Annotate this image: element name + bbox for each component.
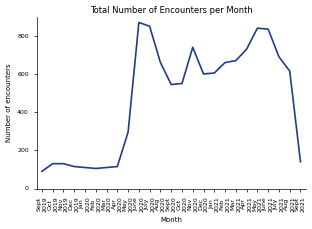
Title: Total Number of Encounters per Month: Total Number of Encounters per Month bbox=[90, 5, 253, 15]
X-axis label: Month: Month bbox=[160, 218, 182, 224]
Y-axis label: Number of encounters: Number of encounters bbox=[6, 63, 12, 142]
